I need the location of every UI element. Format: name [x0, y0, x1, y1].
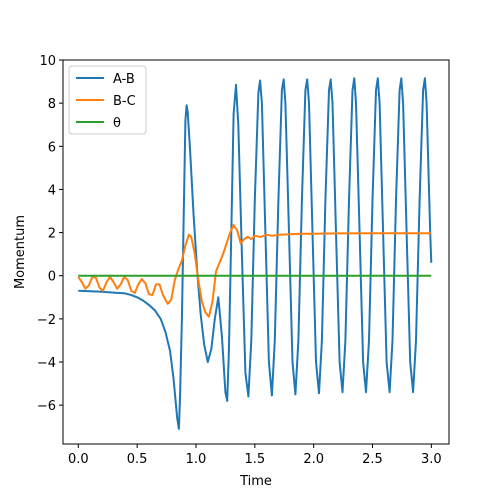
- legend: A-B B-C θ: [68, 65, 147, 135]
- plot-frame: [62, 59, 450, 445]
- y-tick-label-6: 6: [48, 140, 56, 155]
- y-axis: −6 −4 −2 0 2 4 6 8 10: [37, 54, 63, 414]
- y-tick-label-4: 2: [48, 227, 56, 242]
- x-tick-label-6: 3.0: [421, 452, 442, 467]
- x-tick-label-3: 1.5: [244, 452, 265, 467]
- y-tick-label-1: −4: [37, 356, 56, 371]
- x-tick-label-0: 0.0: [68, 452, 89, 467]
- y-tick-label-0: −6: [37, 399, 56, 414]
- x-tick-label-2: 1.0: [186, 452, 207, 467]
- x-tick-label-4: 2.0: [303, 452, 324, 467]
- legend-label-theta: θ: [113, 116, 121, 131]
- legend-label-b-c: B-C: [113, 94, 136, 109]
- y-axis-label: Momentum: [13, 215, 28, 289]
- series-line-1: [77, 224, 432, 318]
- x-tick-label-5: 2.5: [362, 452, 383, 467]
- x-tick-label-1: 0.5: [127, 452, 148, 467]
- legend-label-a-b: A-B: [113, 72, 135, 87]
- y-tick-label-7: 8: [48, 97, 56, 112]
- y-tick-label-2: −2: [37, 313, 56, 328]
- x-axis: 0.0 0.5 1.0 1.5 2.0 2.5 3.0: [68, 444, 442, 467]
- legend-box: [68, 65, 147, 135]
- y-tick-label-3: 0: [48, 270, 56, 285]
- series-line-0: [78, 77, 433, 430]
- x-axis-label: Time: [239, 474, 272, 489]
- y-tick-label-5: 4: [48, 183, 56, 198]
- series-layer: [77, 77, 433, 430]
- y-tick-label-8: 10: [39, 54, 56, 69]
